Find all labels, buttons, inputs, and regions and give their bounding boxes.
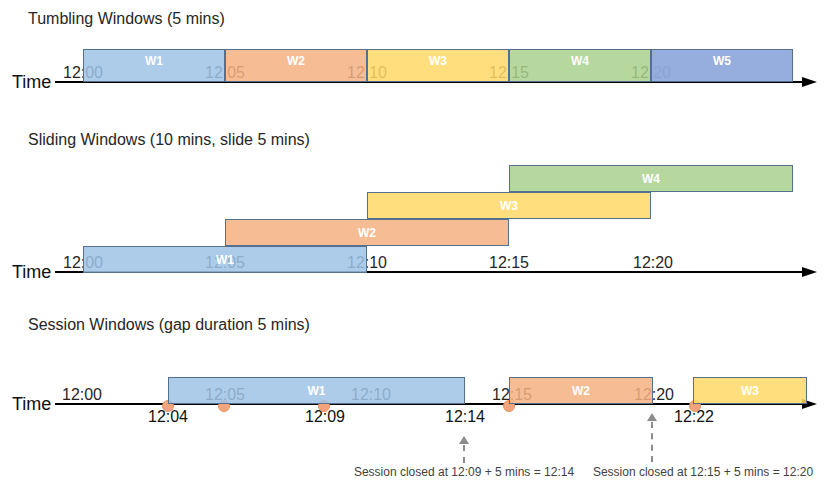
window-label: W5 [713,55,731,67]
window-box-w3: W3 [367,49,509,82]
window-box-w2: W2 [225,219,509,246]
session-closed-annotation: Session closed at 12:15 + 5 mins = 12:20 [593,466,813,479]
axis-arrow-icon [802,77,817,87]
tick-label: 12:00 [62,386,102,403]
time-axis-label: Time [12,73,51,91]
window-label: W2 [572,385,590,397]
window-label: W4 [571,55,589,67]
window-label: W1 [216,254,234,266]
window-label: W1 [308,385,326,397]
window-box-w4: W4 [509,49,651,82]
event-time-label: 12:14 [445,408,485,425]
axis-arrow-icon [802,267,817,277]
window-label: W2 [287,55,305,67]
section-title-sliding: Sliding Windows (10 mins, slide 5 mins) [28,131,310,149]
annotation-arrow-icon [647,413,657,421]
window-box-w3: W3 [693,377,807,404]
tick-label: 12:15 [489,254,529,271]
window-label: W3 [741,385,759,397]
window-box-w1: W1 [83,49,225,82]
window-label: W3 [429,55,447,67]
window-label: W2 [358,227,376,239]
window-box-w3: W3 [367,192,651,219]
window-box-w1: W1 [168,377,465,404]
tick-label: 12:20 [633,254,673,271]
window-label: W3 [500,200,518,212]
annotation-arrow-icon [459,436,469,444]
annotation-arrow-line [651,422,653,462]
window-box-w2: W2 [509,377,653,404]
window-box-w4: W4 [509,165,793,192]
annotation-arrow-line [463,445,465,463]
window-label: W1 [145,55,163,67]
session-closed-annotation: Session closed at 12:09 + 5 mins = 12:14 [354,466,574,479]
window-box-w5: W5 [651,49,793,82]
window-box-w2: W2 [225,49,367,82]
section-title-session: Session Windows (gap duration 5 mins) [28,316,310,334]
time-axis-label: Time [12,263,51,281]
time-axis-label: Time [12,395,51,413]
window-label: W4 [642,173,660,185]
windowing-diagram: Tumbling Windows (5 mins) Time 12:00 12:… [0,0,829,498]
section-title-tumbling: Tumbling Windows (5 mins) [28,10,225,28]
window-box-w1: W1 [83,246,367,273]
